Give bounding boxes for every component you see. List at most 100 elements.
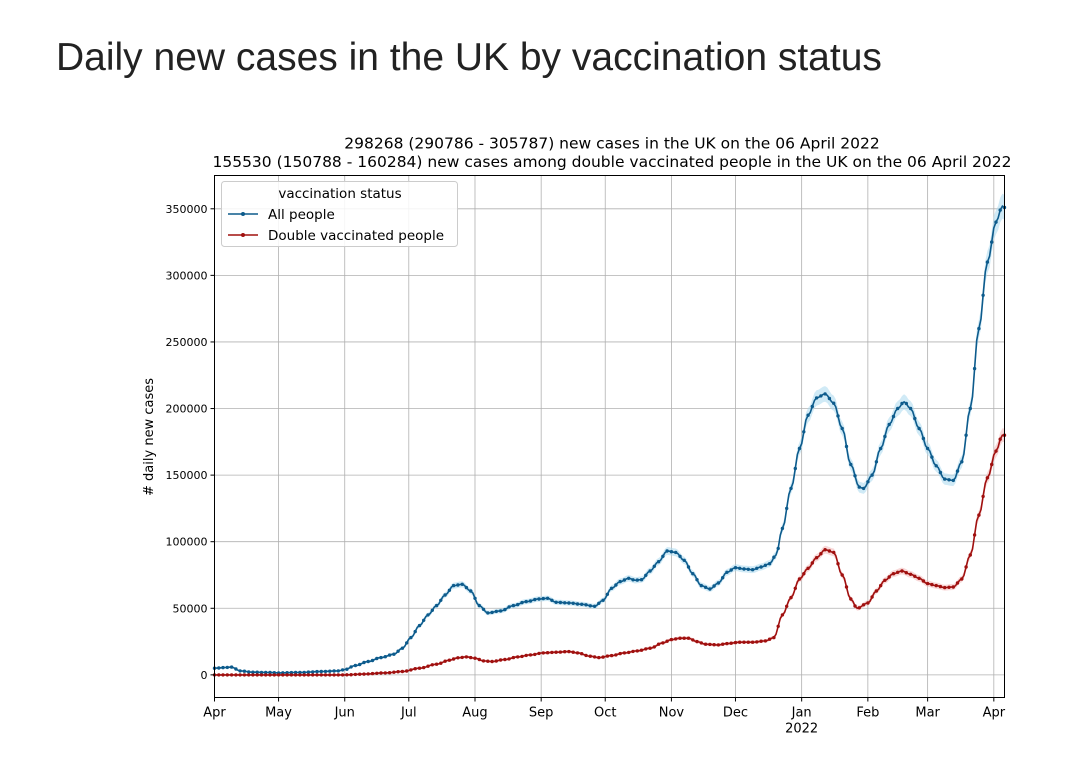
point-double-vaccinated xyxy=(908,572,913,576)
point-all-people xyxy=(849,462,853,467)
y-tick-label: 0 xyxy=(201,669,208,682)
point-all-people xyxy=(571,601,575,605)
point-all-people xyxy=(456,583,460,587)
point-all-people xyxy=(661,554,665,558)
point-double-vaccinated xyxy=(306,673,311,677)
point-double-vaccinated xyxy=(400,669,405,674)
point-double-vaccinated xyxy=(413,667,417,671)
chart-title-line1: 298268 (290786 - 305787) new cases in th… xyxy=(344,135,879,153)
y-axis-label: # daily new cases xyxy=(142,378,157,496)
point-double-vaccinated xyxy=(601,655,605,659)
point-all-people xyxy=(631,578,635,582)
x-tick-label: Feb xyxy=(856,706,879,721)
point-all-people xyxy=(891,414,896,419)
x-tick-label: Sep xyxy=(529,706,554,721)
point-double-vaccinated xyxy=(857,606,861,610)
point-all-people xyxy=(545,596,550,600)
point-double-vaccinated xyxy=(968,553,972,557)
point-double-vaccinated xyxy=(259,673,264,677)
point-double-vaccinated xyxy=(481,659,486,663)
point-double-vaccinated xyxy=(392,670,396,674)
point-double-vaccinated xyxy=(439,661,443,665)
x-tick-label: Apr xyxy=(983,706,1006,721)
point-all-people xyxy=(375,656,379,661)
point-all-people xyxy=(879,446,883,451)
point-all-people xyxy=(592,604,597,608)
point-double-vaccinated xyxy=(695,639,699,644)
point-all-people xyxy=(874,460,879,464)
legend-title: vaccination status xyxy=(278,186,401,202)
point-all-people xyxy=(541,596,545,601)
point-all-people xyxy=(477,603,481,608)
point-all-people xyxy=(930,455,934,459)
point-double-vaccinated xyxy=(767,637,772,641)
point-double-vaccinated xyxy=(879,583,883,588)
y-axis-ticks: 0 50000 100000 150000 200000 250000 300000 3500… xyxy=(166,203,215,682)
point-all-people xyxy=(447,588,452,592)
point-all-people xyxy=(567,601,571,605)
point-double-vaccinated xyxy=(797,577,802,581)
point-double-vaccinated xyxy=(332,673,336,677)
point-double-vaccinated xyxy=(849,597,853,601)
point-all-people xyxy=(960,460,964,464)
point-double-vaccinated xyxy=(883,578,887,582)
point-double-vaccinated xyxy=(994,449,998,453)
point-double-vaccinated xyxy=(447,658,452,662)
point-double-vaccinated xyxy=(375,671,379,675)
point-double-vaccinated xyxy=(498,658,503,662)
point-double-vaccinated xyxy=(221,673,225,677)
point-all-people xyxy=(857,485,861,489)
x-tick-label: Jul xyxy=(400,706,417,721)
point-double-vaccinated xyxy=(661,641,665,645)
point-all-people xyxy=(695,578,699,582)
point-double-vaccinated xyxy=(631,649,635,654)
point-all-people xyxy=(934,464,938,468)
point-all-people xyxy=(605,592,610,596)
point-double-vaccinated xyxy=(383,671,387,675)
point-all-people xyxy=(225,665,229,670)
point-double-vaccinated xyxy=(955,581,960,585)
point-double-vaccinated xyxy=(686,636,691,640)
point-all-people xyxy=(968,406,972,411)
point-all-people xyxy=(609,586,614,590)
point-all-people xyxy=(575,602,580,606)
point-double-vaccinated xyxy=(904,571,908,575)
point-all-people xyxy=(712,584,716,588)
point-all-people xyxy=(738,566,742,570)
band-double-vaccinated xyxy=(214,428,1005,676)
point-all-people xyxy=(379,655,383,660)
point-double-vaccinated xyxy=(913,574,917,578)
point-all-people xyxy=(955,469,960,473)
point-double-vaccinated xyxy=(746,640,750,644)
point-all-people xyxy=(921,436,926,441)
point-all-people xyxy=(528,599,533,603)
x-tick-label: Aug xyxy=(462,706,487,721)
point-all-people xyxy=(434,603,439,608)
point-double-vaccinated xyxy=(712,643,716,647)
point-all-people xyxy=(328,669,332,673)
x-tick-label: May xyxy=(265,706,292,721)
point-all-people xyxy=(947,478,951,482)
point-all-people xyxy=(699,583,703,588)
point-double-vaccinated xyxy=(554,650,558,654)
point-double-vaccinated xyxy=(866,601,870,605)
point-all-people xyxy=(264,670,268,675)
point-double-vaccinated xyxy=(785,604,789,608)
point-all-people xyxy=(584,603,588,607)
point-double-vaccinated xyxy=(930,582,934,587)
point-double-vaccinated xyxy=(524,653,528,658)
point-all-people xyxy=(964,433,968,437)
point-all-people xyxy=(238,669,242,673)
point-all-people xyxy=(221,665,225,670)
point-double-vaccinated xyxy=(891,572,896,576)
point-double-vaccinated xyxy=(285,673,289,677)
point-double-vaccinated xyxy=(635,649,639,653)
point-all-people xyxy=(990,240,994,244)
point-double-vaccinated xyxy=(387,671,392,675)
point-all-people xyxy=(733,566,738,570)
point-all-people xyxy=(819,394,823,398)
legend-marker-double-vaccinated xyxy=(241,233,245,237)
point-double-vaccinated xyxy=(528,653,533,657)
point-double-vaccinated xyxy=(639,648,644,652)
point-double-vaccinated xyxy=(533,652,537,657)
